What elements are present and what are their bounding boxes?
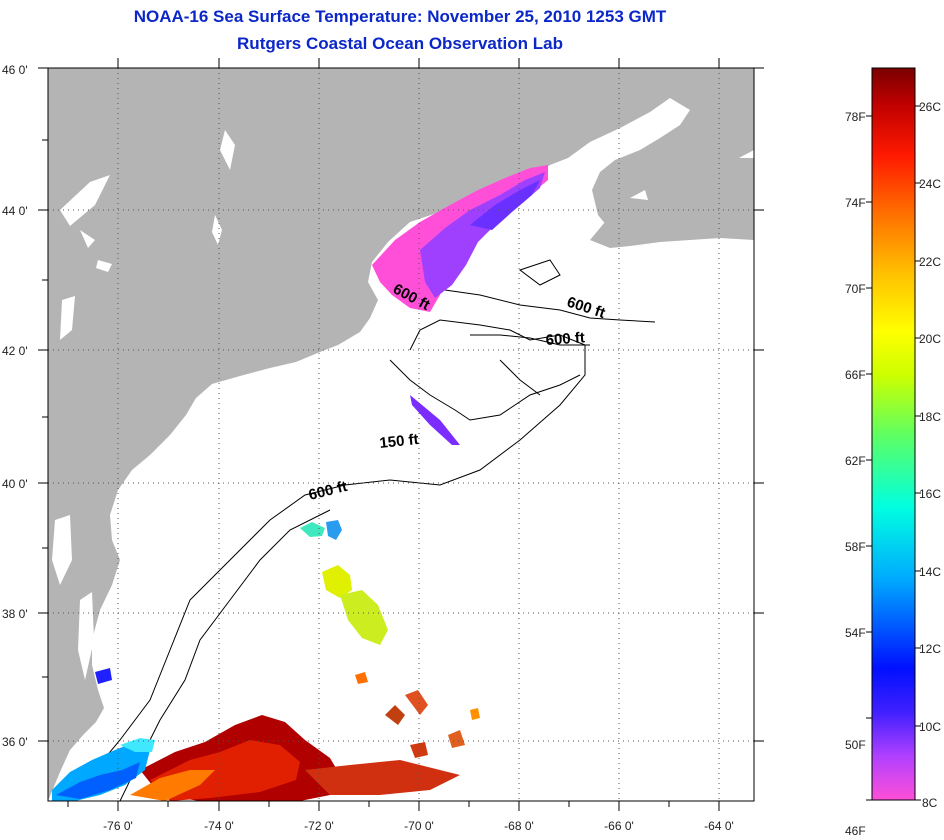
colorbar-c-label: 18C: [919, 410, 941, 424]
colorbar: 78F 74F 70F 66F 62F 58F 54F 50F 46F 26C …: [845, 67, 941, 838]
map-subtitle: Rutgers Coastal Ocean Observation Lab: [237, 34, 563, 53]
lon-tick-label: -66 0': [604, 819, 634, 833]
colorbar-c-label: 12C: [919, 642, 941, 656]
colorbar-f-label: 74F: [845, 196, 866, 210]
inland-water: [52, 130, 648, 680]
contour-label-3: 600 ft: [545, 329, 585, 349]
lat-tick-label: 36 0': [2, 735, 28, 749]
colorbar-ticks: [866, 105, 921, 801]
map-title: NOAA-16 Sea Surface Temperature: Novembe…: [133, 7, 667, 26]
map-canvas: 600 ft 600 ft 600 ft 150 ft 600 ft: [48, 68, 754, 801]
colorbar-c-label: 10C: [919, 720, 941, 734]
colorbar-f-label: 78F: [845, 110, 866, 124]
colorbar-f-label: 50F: [845, 738, 866, 752]
colorbar-f-label: 58F: [845, 540, 866, 554]
colorbar-celsius-labels: 26C 24C 22C 20C 18C 16C 14C 12C 10C 8C: [919, 100, 941, 810]
sst-mid-shelf: [300, 520, 388, 645]
colorbar-f-label: 66F: [845, 368, 866, 382]
axis-tick-marks: [38, 58, 764, 811]
colorbar-c-label: 26C: [919, 100, 941, 114]
lon-tick-label: -64 0': [704, 819, 734, 833]
colorbar-c-label: 22C: [919, 255, 941, 269]
contour-label-4: 150 ft: [379, 431, 420, 452]
latitude-labels: 46 0' 44 0' 42 0' 40 0' 38 0' 36 0': [2, 63, 28, 749]
colorbar-fahrenheit-labels: 78F 74F 70F 66F 62F 58F 54F 50F 46F: [845, 110, 866, 838]
colorbar-c-label: 20C: [919, 332, 941, 346]
colorbar-c-label: 16C: [919, 487, 941, 501]
lat-tick-label: 42 0': [2, 344, 28, 358]
lat-tick-label: 46 0': [2, 63, 28, 77]
land-nova-scotia: [590, 150, 754, 248]
land-north-america: [48, 68, 754, 801]
sst-hatteras-coastal: [52, 668, 155, 801]
lon-tick-label: -70 0': [404, 819, 434, 833]
lon-tick-label: -68 0': [504, 819, 534, 833]
longitude-labels: -76 0' -74 0' -72 0' -70 0' -68 0' -66 0…: [103, 819, 734, 833]
lat-tick-label: 40 0': [2, 477, 28, 491]
colorbar-c-label: 14C: [919, 565, 941, 579]
colorbar-c-label: 24C: [919, 177, 941, 191]
sst-gulf-stream: [130, 672, 480, 801]
colorbar-gradient: [871, 67, 916, 801]
lon-tick-label: -74 0': [204, 819, 234, 833]
colorbar-f-label: 70F: [845, 282, 866, 296]
colorbar-f-label: 62F: [845, 454, 866, 468]
lat-tick-label: 44 0': [2, 204, 28, 218]
lat-tick-label: 38 0': [2, 607, 28, 621]
colorbar-f-label: 54F: [845, 626, 866, 640]
map-frame: [47, 67, 755, 802]
sst-gulf-of-maine: [372, 165, 548, 445]
lon-tick-label: -76 0': [103, 819, 133, 833]
colorbar-f-label: 46F: [845, 824, 866, 838]
lon-tick-label: -72 0': [304, 819, 334, 833]
graticule: [48, 68, 754, 801]
colorbar-c-label: 8C: [922, 796, 938, 810]
